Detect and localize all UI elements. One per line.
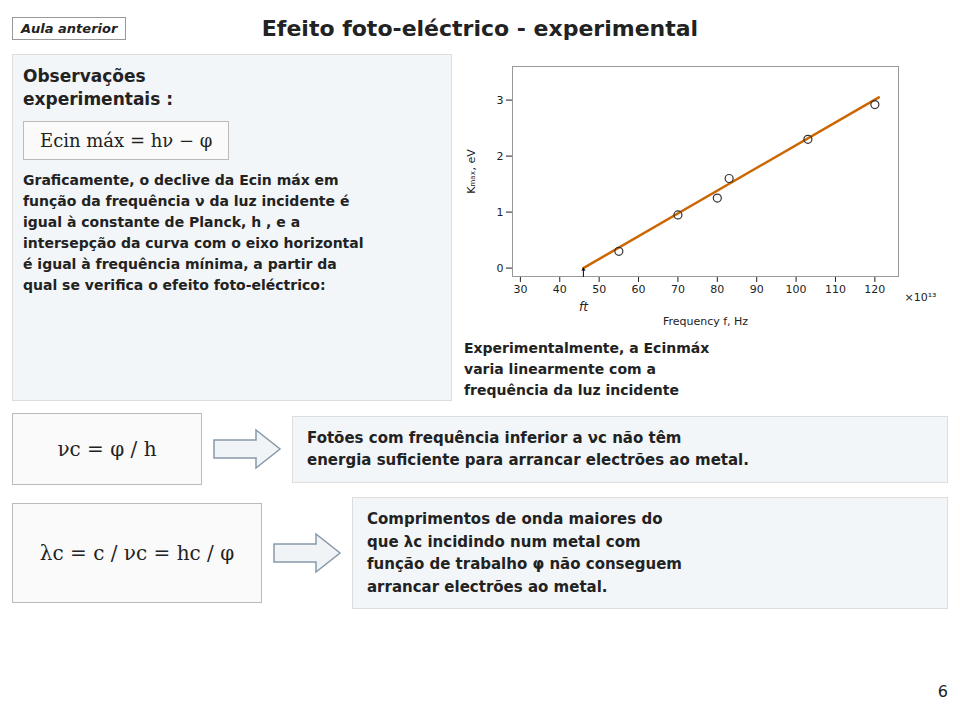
svg-text:70: 70	[671, 283, 685, 296]
html-text:Experimentalmente, a Ecinmáx v: Experimentalmente, a Ecinmáx varia linea…	[464, 340, 710, 398]
html-text:Comprimentos de onda maiores d: Comprimentos de onda maiores do que λc i…	[367, 510, 682, 596]
svg-text:0: 0	[497, 262, 504, 275]
svg-text:×10¹³: ×10¹³	[905, 291, 937, 304]
svg-text:90: 90	[750, 283, 764, 296]
svg-text:2: 2	[497, 150, 504, 163]
svg-text:80: 80	[710, 283, 724, 296]
svg-text:ft: ft	[579, 300, 589, 314]
html-text:Ecin máx = hν − φ: Ecin máx = hν − φ	[40, 129, 213, 151]
html-text:6: 6	[937, 682, 948, 701]
svg-text:1: 1	[497, 206, 504, 219]
html-text:Aula anterior: Aula anterior	[21, 20, 118, 36]
html-text:Graficamente, o declive da Eci: Graficamente, o declive da Ecin máx em f…	[23, 171, 364, 293]
html-text:Fotões com frequência inferior: Fotões com frequência inferior a νc não …	[307, 428, 749, 469]
html-text:νc = φ / h: νc = φ / h	[57, 437, 157, 461]
svg-text:Kₘₐₓ, eV: Kₘₐₓ, eV	[465, 149, 478, 194]
html-text:Efeito foto-eléctrico - experi: Efeito foto-eléctrico - experimental	[261, 15, 699, 41]
svg-text:Frequency f, Hz: Frequency f, Hz	[663, 315, 748, 328]
svg-text:3: 3	[497, 94, 504, 107]
svg-text:100: 100	[786, 283, 807, 296]
svg-text:110: 110	[825, 283, 846, 296]
html-text:λc = c / νc = hc / φ: λc = c / νc = hc / φ	[39, 541, 235, 565]
svg-text:60: 60	[632, 283, 646, 296]
svg-text:120: 120	[864, 283, 885, 296]
svg-text:40: 40	[553, 283, 567, 296]
html-text:Observações experimentais :: Observações experimentais :	[23, 66, 173, 109]
svg-text:50: 50	[592, 283, 606, 296]
svg-text:30: 30	[513, 283, 527, 296]
